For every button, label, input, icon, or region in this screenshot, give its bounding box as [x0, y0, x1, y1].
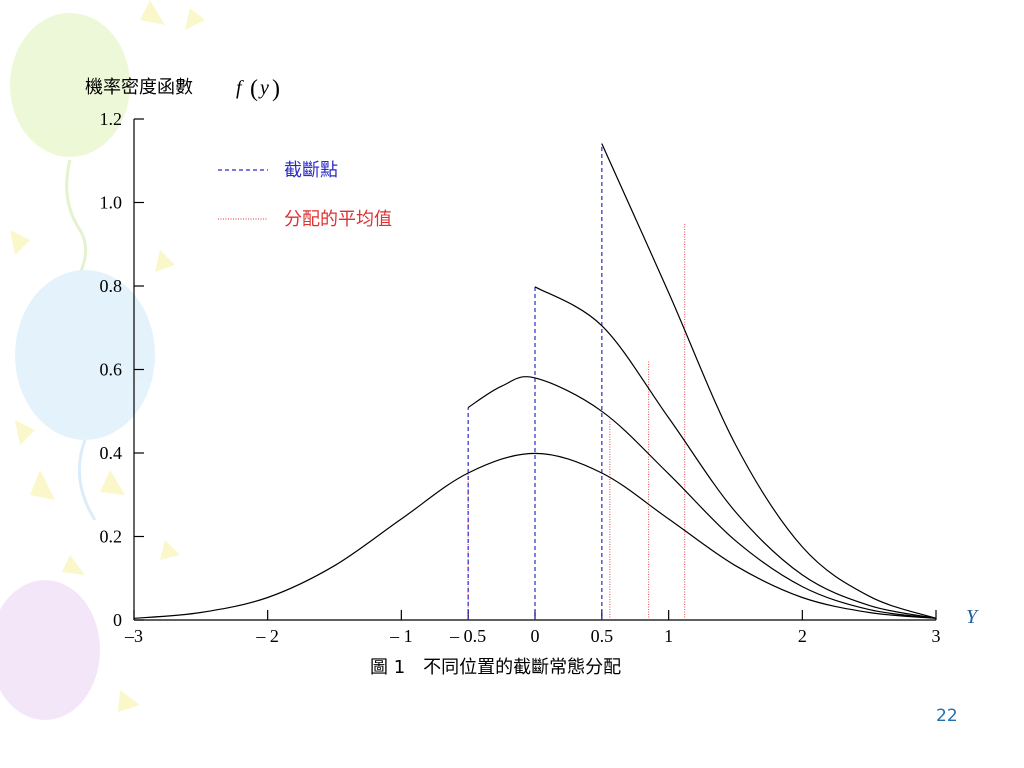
- mean-lines: [467, 223, 686, 620]
- density-curve: [133, 452, 937, 619]
- x-axis-label: Y: [966, 606, 979, 628]
- y-axis-label: 機率密度函數: [85, 77, 193, 98]
- y-axis-formula-y: y: [258, 77, 269, 99]
- purple-balloon-icon: [0, 580, 100, 720]
- x-tick-label: 3: [932, 626, 941, 646]
- density-curves: [133, 143, 937, 619]
- page-number: 22: [936, 706, 958, 726]
- y-tick-label: 0.2: [100, 527, 123, 547]
- figure-caption: 圖 1 不同位置的截斷常態分配: [370, 657, 621, 678]
- truncation-lines: [467, 143, 603, 620]
- blue-balloon-icon: [15, 270, 155, 440]
- y-tick-label: 1.2: [100, 109, 123, 129]
- y-tick-label: 0: [113, 610, 122, 630]
- density-curve: [601, 143, 937, 619]
- density-curve: [467, 376, 937, 619]
- x-tick-label: 0.5: [591, 626, 614, 646]
- x-tick-label: – 1: [389, 626, 413, 646]
- x-tick-label: – 0.5: [449, 626, 486, 646]
- y-axis-formula-f: f: [236, 77, 244, 99]
- y-axis-formula-open-paren: (: [250, 76, 258, 102]
- x-tick-label: 0: [531, 626, 540, 646]
- x-tick-label: –3: [124, 626, 143, 646]
- y-tick-label: 0.8: [100, 276, 123, 296]
- legend-mean-label: 分配的平均值: [284, 209, 392, 230]
- x-ticks: –3 – 2 – 1 – 0.5 0 0.5 1 2 3: [124, 610, 941, 646]
- x-tick-label: 1: [664, 626, 673, 646]
- legend-truncation-label: 截斷點: [284, 160, 338, 181]
- y-ticks: 0 0.2 0.4 0.6 0.8 1.0 1.2: [100, 109, 144, 630]
- y-tick-label: 0.6: [100, 360, 123, 380]
- density-curve: [534, 286, 937, 619]
- green-balloon-icon: [10, 13, 130, 157]
- x-tick-label: 2: [798, 626, 807, 646]
- y-tick-label: 1.0: [100, 193, 123, 213]
- legend: 截斷點 分配的平均值: [218, 160, 392, 230]
- x-tick-label: – 2: [255, 626, 279, 646]
- y-axis-formula-close-paren: ): [272, 76, 280, 102]
- y-tick-label: 0.4: [100, 443, 123, 463]
